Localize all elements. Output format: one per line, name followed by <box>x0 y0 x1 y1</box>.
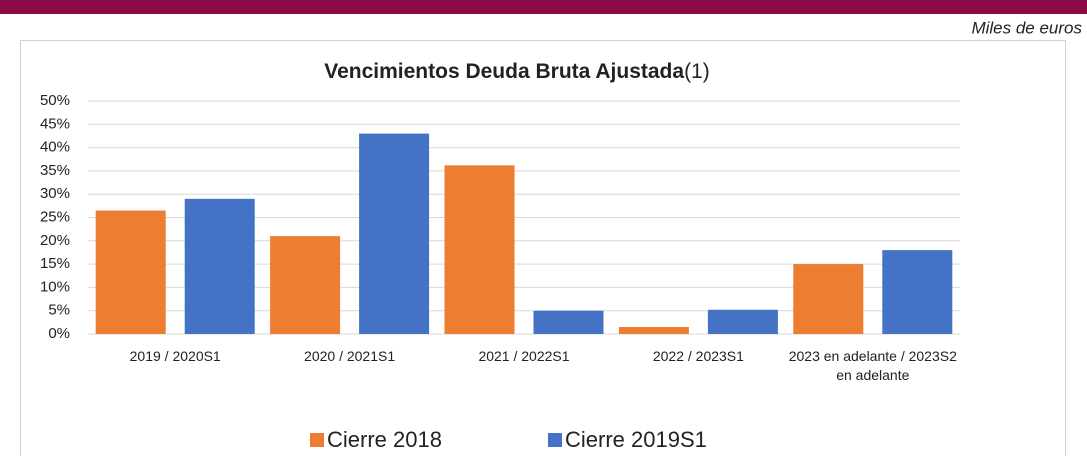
bar <box>184 198 255 334</box>
bar <box>270 236 341 334</box>
title-suffix: (1) <box>684 60 710 83</box>
bar <box>444 165 515 334</box>
y-tick-label: 40% <box>40 139 70 156</box>
x-tick-label: 2020 / 2021S1 <box>304 348 396 364</box>
y-tick-label: 0% <box>48 325 70 342</box>
top-bar <box>0 0 1087 14</box>
bar <box>359 133 430 334</box>
bar <box>707 309 778 334</box>
bar <box>533 310 604 334</box>
x-tick-label: 2021 / 2022S1 <box>478 348 570 364</box>
y-tick-label: 10% <box>40 278 70 295</box>
bar <box>618 327 689 334</box>
legend-swatch <box>548 433 562 447</box>
y-tick-label: 45% <box>40 115 70 132</box>
legend-label: Cierre 2018 <box>327 427 442 452</box>
bar <box>793 264 864 334</box>
x-tick-label: 2019 / 2020S1 <box>129 348 221 364</box>
y-tick-label: 25% <box>40 208 70 225</box>
y-tick-label: 35% <box>40 162 70 179</box>
x-tick-label: 2023 en adelante / 2023S2 en adelante <box>788 348 957 383</box>
bar <box>95 210 166 334</box>
chart-frame <box>20 40 1066 456</box>
y-tick-label: 20% <box>40 232 70 249</box>
legend-label: Cierre 2019S1 <box>565 427 707 452</box>
chart-title: Vencimientos Deuda Bruta Ajustada(1) <box>324 60 709 83</box>
title-main: Vencimientos Deuda Bruta Ajustada <box>324 60 684 83</box>
y-tick-label: 5% <box>48 302 70 319</box>
unit-note: Miles de euros <box>971 18 1082 37</box>
legend-swatch <box>310 433 324 447</box>
y-tick-label: 30% <box>40 185 70 202</box>
y-tick-label: 50% <box>40 92 70 109</box>
y-tick-label: 15% <box>40 255 70 272</box>
x-tick-label: 2022 / 2023S1 <box>652 348 744 364</box>
bar <box>882 250 953 334</box>
